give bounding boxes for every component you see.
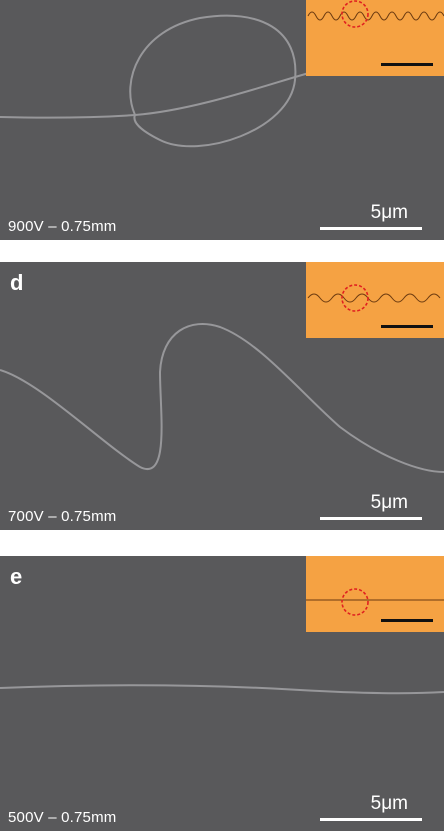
panel-letter: d <box>10 270 24 295</box>
condition-label: 500V – 0.75mm <box>8 809 117 826</box>
sem-image-wavy-fiber <box>0 323 444 473</box>
optical-inset <box>306 262 444 338</box>
scale-bar-label: 5μm <box>370 202 408 223</box>
sem-panel-700v: d 700V – 0.75mm 5μm <box>0 262 444 530</box>
inset-scale-bar <box>381 325 433 328</box>
inset-scale-bar <box>381 619 433 622</box>
inset-helical-fiber <box>307 0 444 28</box>
scale-bar <box>320 818 422 821</box>
sem-image-straight-fiber <box>0 684 444 695</box>
inset-wavy-fiber <box>307 284 441 312</box>
condition-label: 900V – 0.75mm <box>8 218 117 235</box>
optical-inset <box>306 556 444 632</box>
sem-panel-900v: 900V – 0.75mm 5μm <box>0 0 444 240</box>
scale-bar-label: 5μm <box>370 793 408 814</box>
panel-letter: e <box>10 564 23 589</box>
inset-scale-bar <box>381 63 433 66</box>
scale-bar <box>320 517 422 520</box>
sem-panel-500v: e 500V – 0.75mm 5μm <box>0 556 444 831</box>
optical-inset <box>306 0 444 76</box>
scale-bar <box>320 227 422 230</box>
condition-label: 700V – 0.75mm <box>8 508 117 525</box>
scale-bar-label: 5μm <box>370 492 408 513</box>
inset-straight-fiber <box>306 588 444 616</box>
